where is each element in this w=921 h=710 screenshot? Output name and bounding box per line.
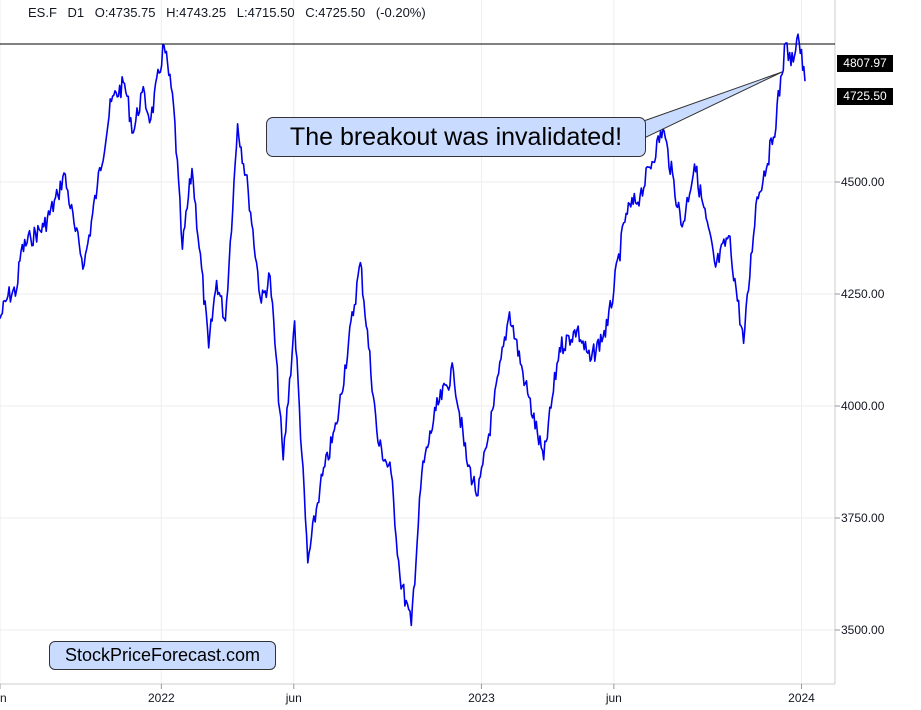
y-tick-label: 4250.00 xyxy=(841,287,885,301)
x-tick-label: jun xyxy=(285,691,302,705)
price-series-line xyxy=(0,33,806,627)
change-value: (-0.20%) xyxy=(375,5,426,20)
low-value: L:4715.50 xyxy=(236,5,295,20)
site-watermark: StockPriceForecast.com xyxy=(49,641,276,670)
high-value: H:4743.25 xyxy=(166,5,227,20)
x-tick-label: 2024 xyxy=(788,691,815,705)
x-tick-label: jun xyxy=(605,691,622,705)
x-axis-ticks: n 2022 jun 2023 jun 2024 xyxy=(0,683,835,705)
breakout-callout: The breakout was invalidated! xyxy=(266,117,646,157)
y-tick-label: 4000.00 xyxy=(841,399,885,413)
y-axis-ticks: 3500.00 3750.00 4000.00 4250.00 4500.00 xyxy=(835,175,885,637)
interval-label: D1 xyxy=(67,5,85,20)
x-tick-label: 2022 xyxy=(148,691,175,705)
y-tick-label: 4500.00 xyxy=(841,175,885,189)
y-tick-label: 3750.00 xyxy=(841,511,885,525)
grid xyxy=(0,0,835,684)
open-value: O:4735.75 xyxy=(94,5,156,20)
symbol-label: ES.F xyxy=(28,5,57,20)
x-tick-label: 2023 xyxy=(468,691,495,705)
last-price-tag: 4725.50 xyxy=(837,88,893,105)
ohlc-header: ES.F D1 O:4735.75 H:4743.25 L:4715.50 C:… xyxy=(28,5,433,20)
breakout-price-tag: 4807.97 xyxy=(837,55,893,72)
callout-pointer xyxy=(637,71,783,141)
y-tick-label: 3500.00 xyxy=(841,623,885,637)
x-tick-label: n xyxy=(0,691,7,705)
close-value: C:4725.50 xyxy=(305,5,366,20)
